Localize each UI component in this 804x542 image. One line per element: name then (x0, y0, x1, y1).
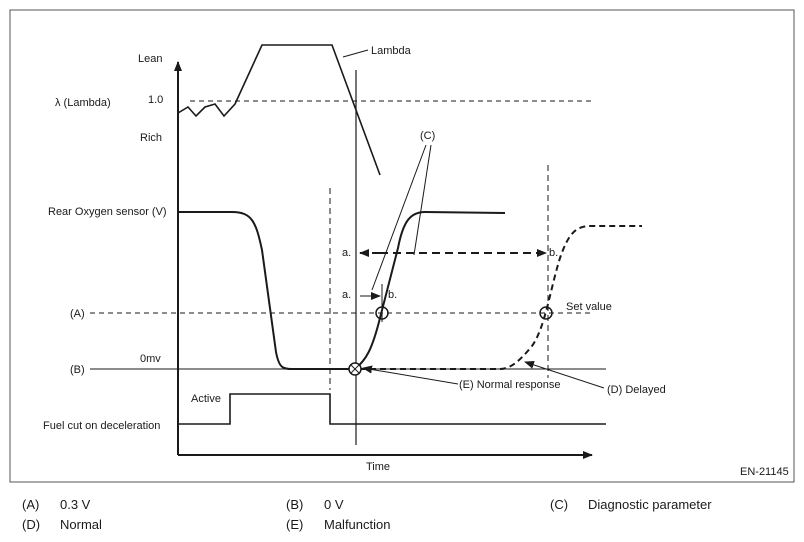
delayed-set-circle (539, 306, 553, 320)
interval-a-label-2: a. (342, 289, 351, 301)
legend-key: (D) (22, 517, 41, 532)
normal-response-leader (362, 365, 459, 385)
rear-o2-curve (178, 210, 506, 370)
legend-item-e: (E) Malfunction (286, 517, 390, 532)
legend-item-a: (A) 0.3 V (22, 497, 90, 512)
legend-key: (B) (286, 497, 304, 512)
active-label: Active (191, 393, 221, 405)
set-value-label: Set value (566, 301, 612, 313)
legend-key: (E) (286, 517, 304, 532)
lambda-curve-label: Lambda (371, 45, 412, 57)
legend-text: 0 V (324, 497, 344, 512)
delayed-label: (D) Delayed (607, 384, 666, 396)
delayed-curve (360, 225, 642, 370)
rear-o2-label: Rear Oxygen sensor (V) (48, 206, 167, 218)
lambda-axis-label: λ (Lambda) (55, 97, 111, 109)
legend-item-c: (C) Diagnostic parameter (550, 497, 712, 512)
legend-text: 0.3 V (60, 497, 91, 512)
delayed-leader (524, 361, 605, 389)
legend-text: Malfunction (324, 517, 391, 532)
time-label: Time (366, 461, 390, 473)
lambda-leader (342, 49, 369, 58)
start-circle-cross-2 (350, 364, 360, 374)
c-callout-label: (C) (420, 130, 435, 142)
fuel-cut-label: Fuel cut on deceleration (43, 420, 160, 432)
diagram-frame (9, 9, 795, 483)
figure-code: EN-21145 (740, 466, 789, 478)
b-marker-label: (B) (70, 364, 85, 376)
interval-a-label-1: a. (342, 247, 351, 259)
legend-key: (C) (550, 497, 569, 512)
a-marker-label: (A) (70, 308, 85, 320)
c-leader-1 (371, 144, 427, 291)
normal-set-circle (375, 306, 389, 320)
legend-text: Diagnostic parameter (588, 497, 712, 512)
lambda-curve (177, 44, 381, 176)
rich-label: Rich (140, 132, 162, 144)
zero-mv-label: 0mv (140, 353, 161, 365)
legend-item-d: (D) Normal (22, 517, 102, 532)
c-leader-2 (413, 144, 432, 256)
lambda-value-label: 1.0 (148, 94, 163, 106)
normal-response-label: (E) Normal response (459, 379, 560, 391)
interval-b-label-1: b. (549, 247, 558, 259)
interval-b-label-2: b. (388, 289, 397, 301)
fuel-cut-signal (178, 393, 606, 425)
legend-text: Normal (60, 517, 102, 532)
lean-label: Lean (138, 53, 162, 65)
legend-key: (A) (22, 497, 40, 512)
legend-item-b: (B) 0 V (286, 497, 344, 512)
